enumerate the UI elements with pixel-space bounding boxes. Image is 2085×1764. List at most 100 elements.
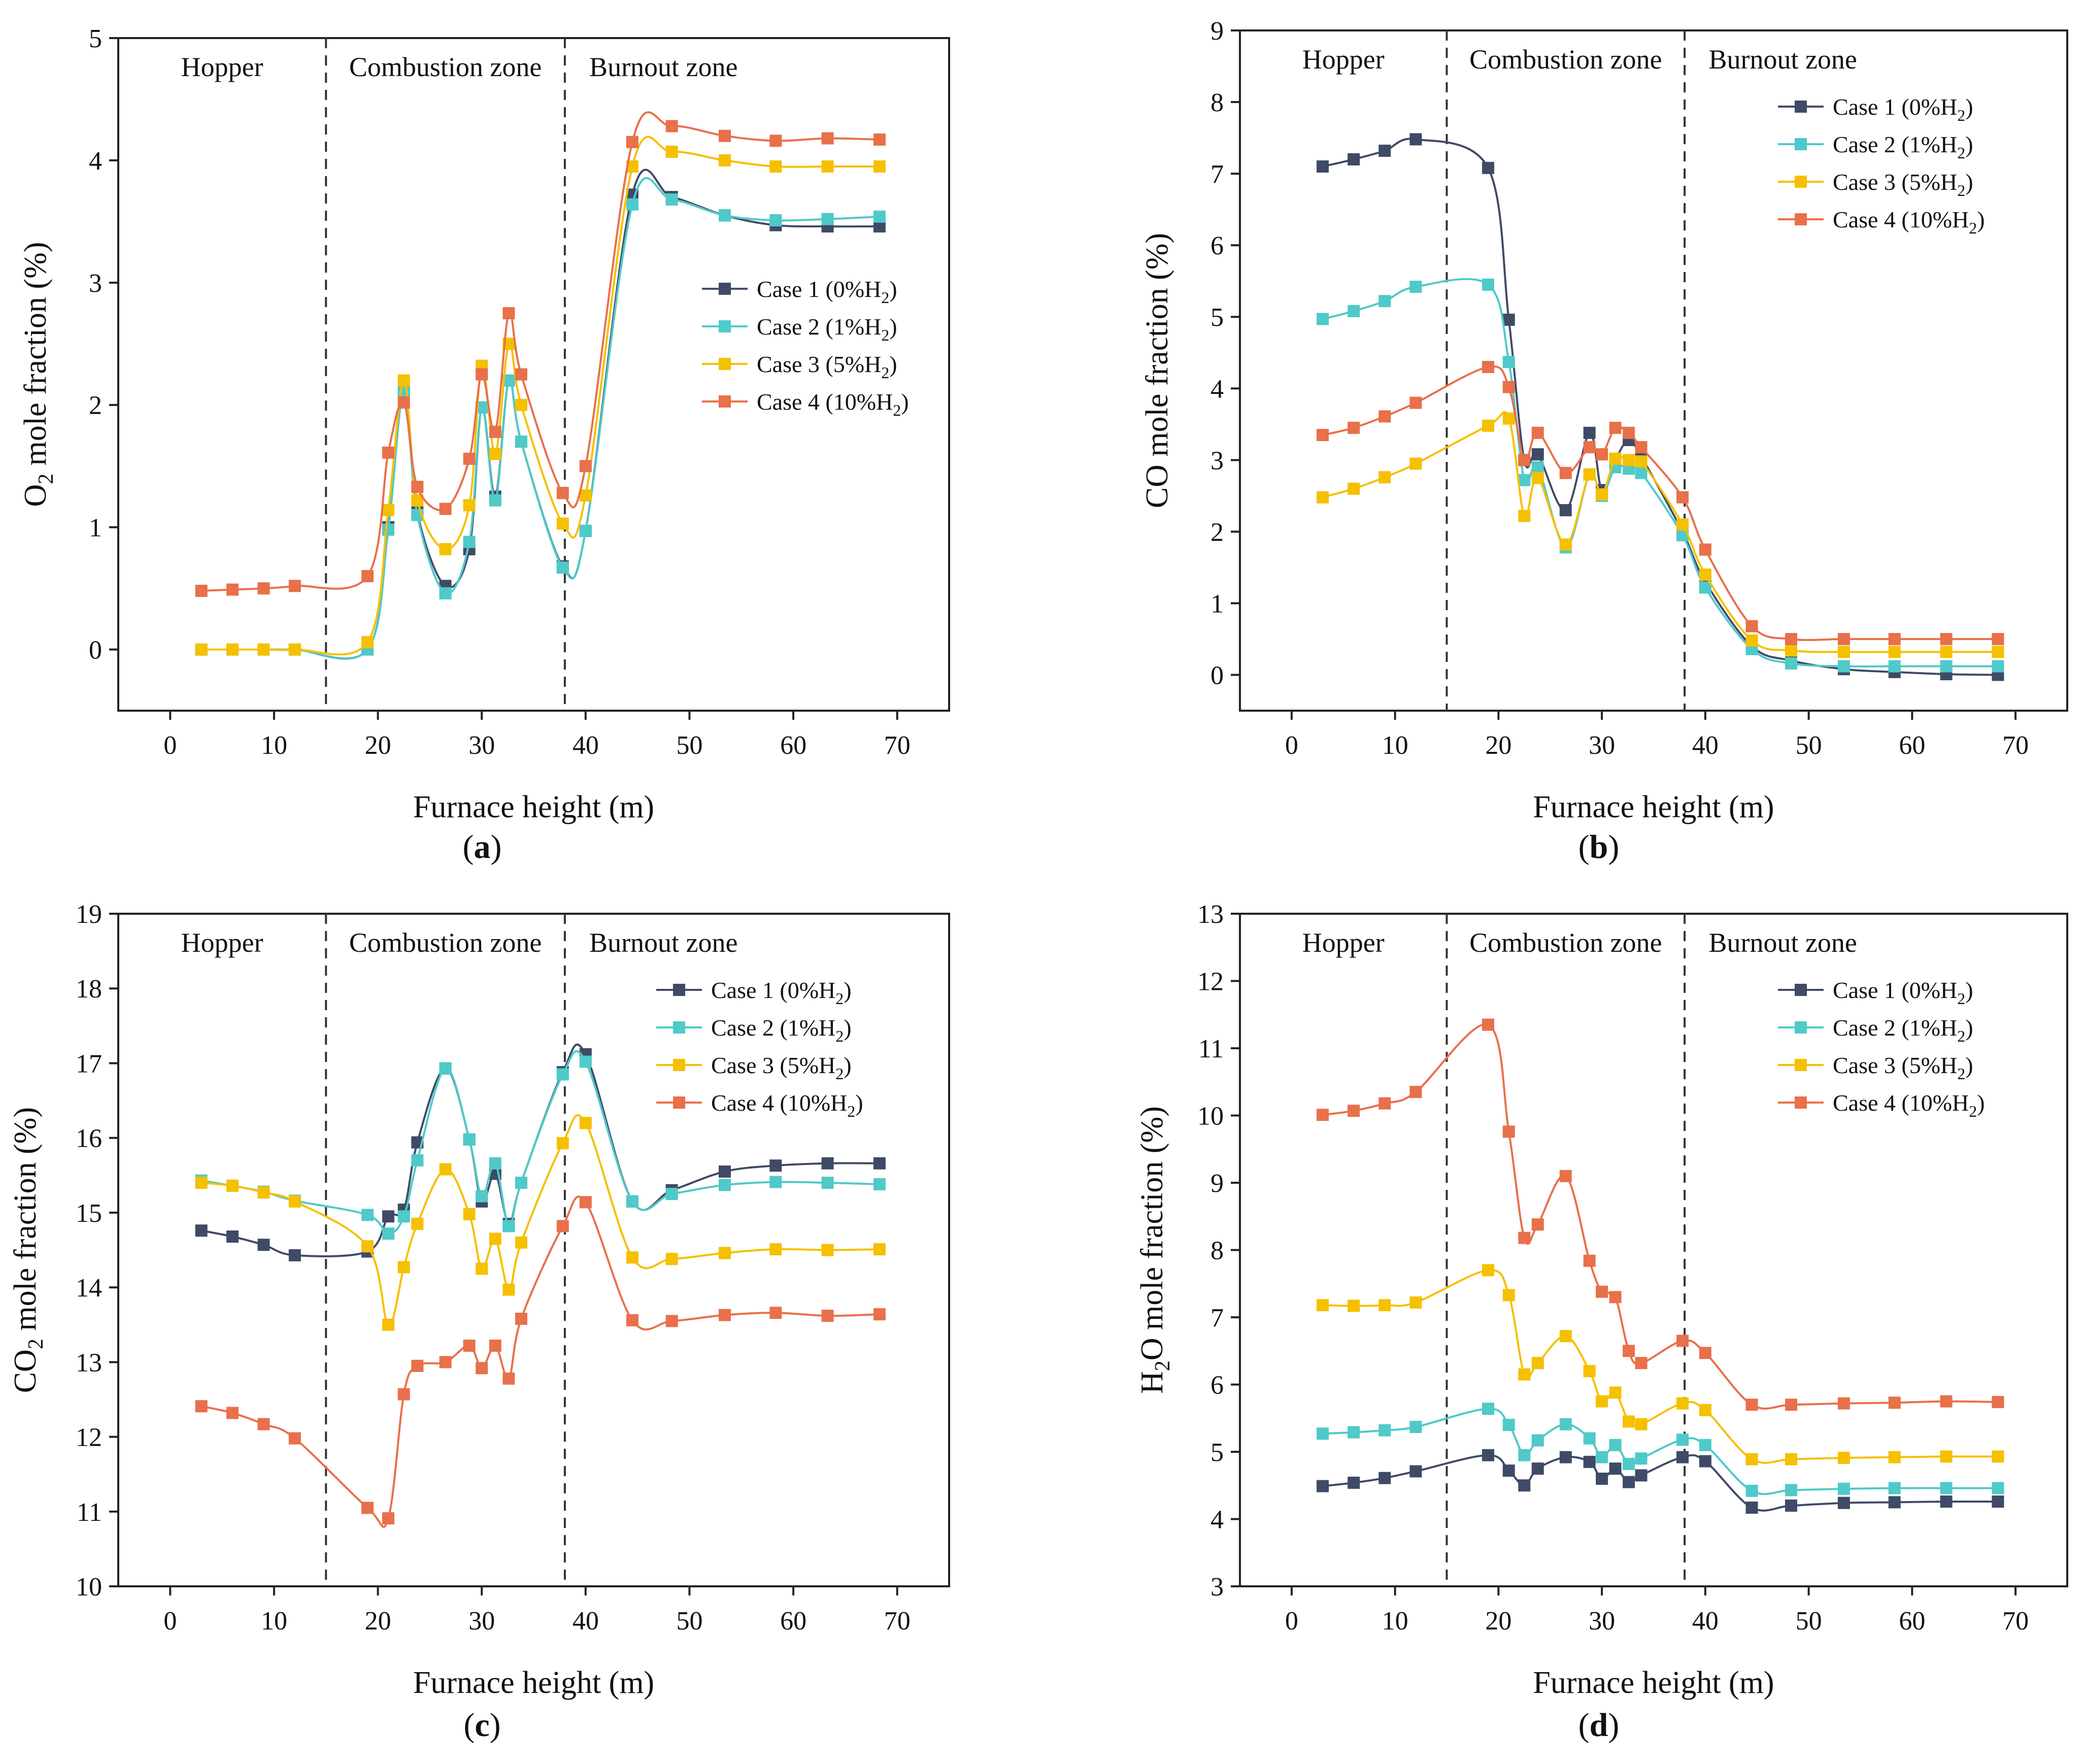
data-point-case-4	[769, 135, 782, 147]
data-point-case-4	[821, 132, 834, 145]
data-point-case-4	[1699, 543, 1711, 556]
data-point-case-3	[439, 1163, 452, 1176]
data-point-case-3	[719, 1247, 731, 1259]
data-point-case-1	[1348, 153, 1360, 165]
data-point-case-2	[489, 1157, 501, 1170]
data-point-case-2	[821, 213, 834, 225]
data-point-case-3	[1940, 1450, 1953, 1463]
x-tick-label: 10	[1382, 731, 1408, 760]
data-point-case-3	[665, 146, 678, 158]
data-point-case-2	[361, 1209, 374, 1221]
data-point-case-4	[1745, 620, 1758, 633]
data-point-case-4	[1676, 491, 1689, 504]
data-point-case-3	[1609, 1386, 1622, 1399]
data-point-case-2	[1482, 278, 1494, 291]
data-point-case-4	[1785, 1399, 1797, 1411]
data-point-case-4	[1596, 448, 1608, 461]
data-point-case-3	[873, 1243, 886, 1256]
data-point-case-1	[1502, 313, 1515, 326]
data-point-case-3	[1635, 455, 1647, 468]
y-axis-label: CO mole fraction (%)	[1140, 233, 1174, 508]
data-point-case-4	[626, 1314, 638, 1326]
data-point-case-2	[1699, 581, 1711, 594]
data-point-case-3	[1531, 472, 1544, 484]
data-point-case-2	[1992, 660, 2004, 673]
data-point-case-4	[579, 1196, 592, 1209]
x-tick-label: 60	[1899, 731, 1925, 760]
data-point-case-3	[769, 1243, 782, 1256]
data-point-case-2	[769, 214, 782, 226]
data-point-case-3	[821, 160, 834, 173]
zone-label: Burnout zone	[1708, 927, 1857, 958]
y-axis-label: CO2 mole fraction (%)	[8, 1107, 48, 1393]
y-tick-label: 12	[1197, 968, 1224, 996]
legend-marker	[719, 357, 731, 370]
data-point-case-3	[1409, 1296, 1422, 1309]
data-point-case-3	[288, 1195, 301, 1208]
data-point-case-4	[1348, 421, 1360, 434]
x-tick-label: 30	[1589, 731, 1615, 760]
data-point-case-2	[1623, 1457, 1635, 1470]
legend-marker	[1795, 101, 1807, 113]
y-tick-label: 2	[1210, 518, 1224, 547]
data-point-case-3	[1837, 1451, 1850, 1464]
data-point-case-4	[719, 1309, 731, 1321]
data-point-case-1	[1676, 1451, 1689, 1463]
data-point-case-2	[1596, 1451, 1608, 1463]
data-point-case-1	[1583, 426, 1596, 439]
y-tick-label: 1	[89, 514, 102, 543]
data-point-case-2	[1888, 1482, 1901, 1494]
series-line-case-4	[1322, 365, 1998, 641]
y-tick-label: 13	[1197, 900, 1224, 929]
x-tick-label: 60	[780, 731, 806, 760]
data-point-case-4	[1559, 467, 1572, 479]
data-point-case-4	[476, 1362, 488, 1375]
data-point-case-3	[1699, 569, 1711, 581]
data-point-case-1	[1888, 1496, 1901, 1509]
data-point-case-4	[1317, 428, 1329, 441]
y-tick-label: 7	[1210, 160, 1224, 189]
data-point-case-4	[1531, 1218, 1544, 1231]
legend-entry-case-1: Case 1 (0%H2)	[1833, 94, 1973, 124]
data-point-case-2	[397, 1210, 410, 1223]
data-point-case-2	[556, 561, 569, 574]
data-point-case-4	[489, 1339, 501, 1352]
data-point-case-4	[1502, 381, 1515, 393]
data-point-case-3	[257, 1186, 270, 1199]
data-point-case-1	[1409, 1465, 1422, 1478]
zone-label: Burnout zone	[1708, 44, 1857, 75]
data-point-case-3	[397, 1261, 410, 1274]
data-point-case-2	[1837, 660, 1850, 673]
data-point-case-3	[1348, 1300, 1360, 1312]
zone-label: Burnout zone	[589, 52, 737, 82]
data-point-case-1	[1378, 1472, 1391, 1484]
data-point-case-3	[288, 643, 301, 656]
data-point-case-3	[502, 1283, 515, 1296]
data-point-case-3	[1745, 1453, 1758, 1466]
data-point-case-1	[821, 1157, 834, 1170]
data-point-case-4	[665, 120, 678, 132]
data-point-case-1	[1940, 1495, 1953, 1508]
data-point-case-3	[226, 643, 239, 656]
y-tick-label: 0	[89, 636, 102, 665]
data-point-case-2	[1502, 1419, 1515, 1431]
legend-entry-case-4: Case 4 (10%H2)	[757, 389, 909, 419]
data-point-case-3	[1699, 1404, 1711, 1416]
data-point-case-2	[626, 198, 638, 211]
data-point-case-3	[515, 1236, 527, 1249]
data-point-case-4	[195, 1400, 208, 1413]
data-point-case-1	[226, 1230, 239, 1243]
legend-marker	[719, 282, 731, 295]
x-tick-label: 0	[1285, 731, 1298, 760]
y-tick-label: 7	[1210, 1304, 1224, 1333]
x-tick-label: 10	[1382, 1607, 1408, 1636]
chart-panel-a: 0 10 20 30 40 50 60 70 0 1 2 3 4 5 Hopper Combustion zo…	[18, 24, 950, 866]
x-tick-label: 10	[261, 1607, 287, 1636]
data-point-case-3	[1596, 1395, 1608, 1408]
data-point-case-4	[515, 368, 527, 381]
data-point-case-2	[411, 1154, 424, 1167]
data-point-case-1	[1583, 1455, 1596, 1468]
data-point-case-2	[1502, 356, 1515, 369]
legend-entry-case-1: Case 1 (0%H2)	[711, 977, 852, 1008]
